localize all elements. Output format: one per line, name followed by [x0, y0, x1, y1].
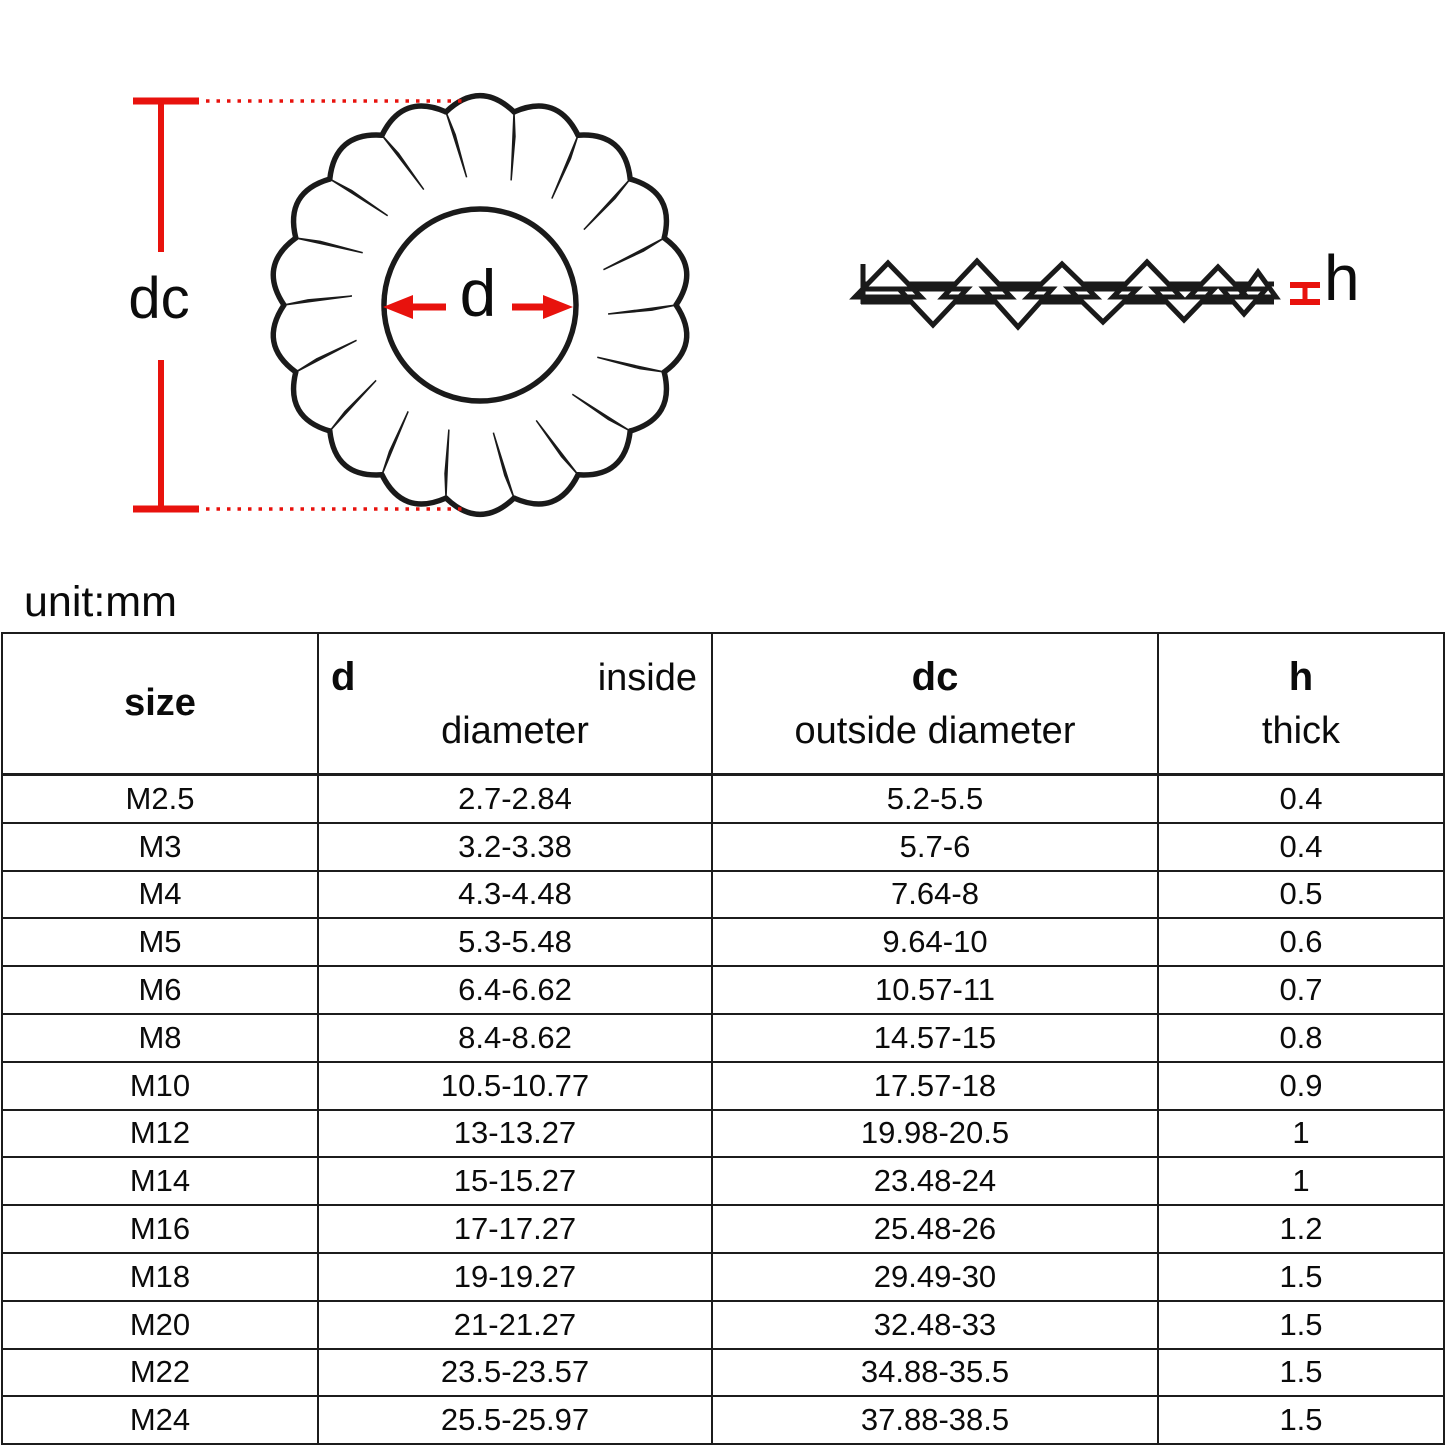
cell-dc: 29.49-30	[711, 1251, 1159, 1302]
cell-h: 1.5	[1157, 1395, 1445, 1445]
cell-size: M12	[1, 1108, 319, 1159]
cell-dc: 17.57-18	[711, 1060, 1159, 1111]
cell-size: M4	[1, 869, 319, 920]
h-description: thick	[1261, 709, 1341, 752]
table-row: M22 23.5-23.57 34.88-35.5 1.5	[1, 1347, 1445, 1398]
table-row: M20 21-21.27 32.48-33 1.5	[1, 1299, 1445, 1350]
cell-d: 4.3-4.48	[317, 869, 713, 920]
cell-dc: 32.48-33	[711, 1299, 1159, 1350]
d-description-word2: diameter	[441, 709, 589, 752]
washer-diagram: dc d h	[0, 0, 1445, 565]
cell-size: M8	[1, 1012, 319, 1063]
front-view-drawing	[268, 96, 692, 515]
cell-size: M10	[1, 1060, 319, 1111]
dimensions-table: size d inside diameter dc outside diamet…	[1, 632, 1445, 1445]
cell-h: 1	[1157, 1108, 1445, 1159]
cell-size: M14	[1, 1156, 319, 1207]
table-row: M18 19-19.27 29.49-30 1.5	[1, 1251, 1445, 1302]
cell-dc: 7.64-8	[711, 869, 1159, 920]
cell-size: M2.5	[1, 773, 319, 824]
cell-h: 0.6	[1157, 917, 1445, 968]
cell-h: 1.5	[1157, 1347, 1445, 1398]
column-header-size: size	[1, 632, 319, 776]
size-header-label: size	[124, 682, 196, 724]
table-row: M2.5 2.7-2.84 5.2-5.5 0.4	[1, 773, 1445, 824]
table-row: M5 5.3-5.48 9.64-10 0.6	[1, 917, 1445, 968]
column-header-d: d inside diameter	[317, 632, 713, 776]
cell-size: M6	[1, 965, 319, 1015]
cell-d: 8.4-8.62	[317, 1012, 713, 1063]
dc-symbol: dc	[911, 654, 959, 699]
cell-d: 10.5-10.77	[317, 1060, 713, 1111]
h-thickness-marker	[1290, 282, 1320, 305]
h-symbol: h	[1288, 654, 1314, 699]
cell-h: 1.2	[1157, 1204, 1445, 1254]
column-header-dc: dc outside diameter	[711, 632, 1159, 776]
cell-dc: 9.64-10	[711, 917, 1159, 968]
cell-size: M22	[1, 1347, 319, 1398]
table-row: M16 17-17.27 25.48-26 1.2	[1, 1204, 1445, 1254]
cell-h: 0.9	[1157, 1060, 1445, 1111]
cell-h: 0.4	[1157, 773, 1445, 824]
table-row: M4 4.3-4.48 7.64-8 0.5	[1, 869, 1445, 920]
cell-h: 0.7	[1157, 965, 1445, 1015]
dc-dimension-line	[133, 97, 462, 513]
cell-h: 0.8	[1157, 1012, 1445, 1063]
table-row: M14 15-15.27 23.48-24 1	[1, 1156, 1445, 1207]
cell-d: 25.5-25.97	[317, 1395, 713, 1445]
cell-d: 19-19.27	[317, 1251, 713, 1302]
outer-diameter-label: dc	[128, 266, 190, 331]
dc-description: outside diameter	[794, 709, 1076, 752]
table-row: M3 3.2-3.38 5.7-6 0.4	[1, 821, 1445, 872]
cell-d: 17-17.27	[317, 1204, 713, 1254]
cell-d: 13-13.27	[317, 1108, 713, 1159]
table-body: M2.5 2.7-2.84 5.2-5.5 0.4 M3 3.2-3.38 5.7-6 0.4…	[1, 773, 1445, 1445]
cell-size: M3	[1, 821, 319, 872]
cell-h: 0.4	[1157, 821, 1445, 872]
cell-h: 1	[1157, 1156, 1445, 1207]
inner-diameter-label: d	[459, 256, 497, 330]
cell-dc: 10.57-11	[711, 965, 1159, 1015]
d-symbol: d	[331, 654, 356, 699]
cell-d: 3.2-3.38	[317, 821, 713, 872]
cell-dc: 37.88-38.5	[711, 1395, 1159, 1445]
table-row: M10 10.5-10.77 17.57-18 0.9	[1, 1060, 1445, 1111]
cell-h: 0.5	[1157, 869, 1445, 920]
table-row: M6 6.4-6.62 10.57-11 0.7	[1, 965, 1445, 1015]
table-row: M8 8.4-8.62 14.57-15 0.8	[1, 1012, 1445, 1063]
table-header-row: size d inside diameter dc outside diamet…	[1, 632, 1445, 776]
cell-d: 23.5-23.57	[317, 1347, 713, 1398]
unit-note: unit:mm	[24, 578, 177, 626]
thickness-label: h	[1324, 242, 1360, 314]
side-view-drawing	[849, 257, 1281, 331]
d-dimension-arrows	[383, 295, 573, 319]
cell-dc: 5.2-5.5	[711, 773, 1159, 824]
cell-dc: 14.57-15	[711, 1012, 1159, 1063]
cell-dc: 25.48-26	[711, 1204, 1159, 1254]
cell-d: 5.3-5.48	[317, 917, 713, 968]
washer-drawing-svg	[133, 0, 1320, 565]
cell-dc: 34.88-35.5	[711, 1347, 1159, 1398]
cell-size: M18	[1, 1251, 319, 1302]
cell-d: 21-21.27	[317, 1299, 713, 1350]
cell-h: 1.5	[1157, 1251, 1445, 1302]
column-header-h: h thick	[1157, 632, 1445, 776]
cell-d: 6.4-6.62	[317, 965, 713, 1015]
cell-d: 2.7-2.84	[317, 773, 713, 824]
cell-size: M24	[1, 1395, 319, 1445]
d-description-word1: inside	[597, 656, 697, 699]
cell-size: M5	[1, 917, 319, 968]
cell-d: 15-15.27	[317, 1156, 713, 1207]
cell-size: M20	[1, 1299, 319, 1350]
cell-dc: 23.48-24	[711, 1156, 1159, 1207]
table-row: M24 25.5-25.97 37.88-38.5 1.5	[1, 1395, 1445, 1445]
cell-dc: 5.7-6	[711, 821, 1159, 872]
cell-h: 1.5	[1157, 1299, 1445, 1350]
table-row: M12 13-13.27 19.98-20.5 1	[1, 1108, 1445, 1159]
cell-size: M16	[1, 1204, 319, 1254]
cell-dc: 19.98-20.5	[711, 1108, 1159, 1159]
